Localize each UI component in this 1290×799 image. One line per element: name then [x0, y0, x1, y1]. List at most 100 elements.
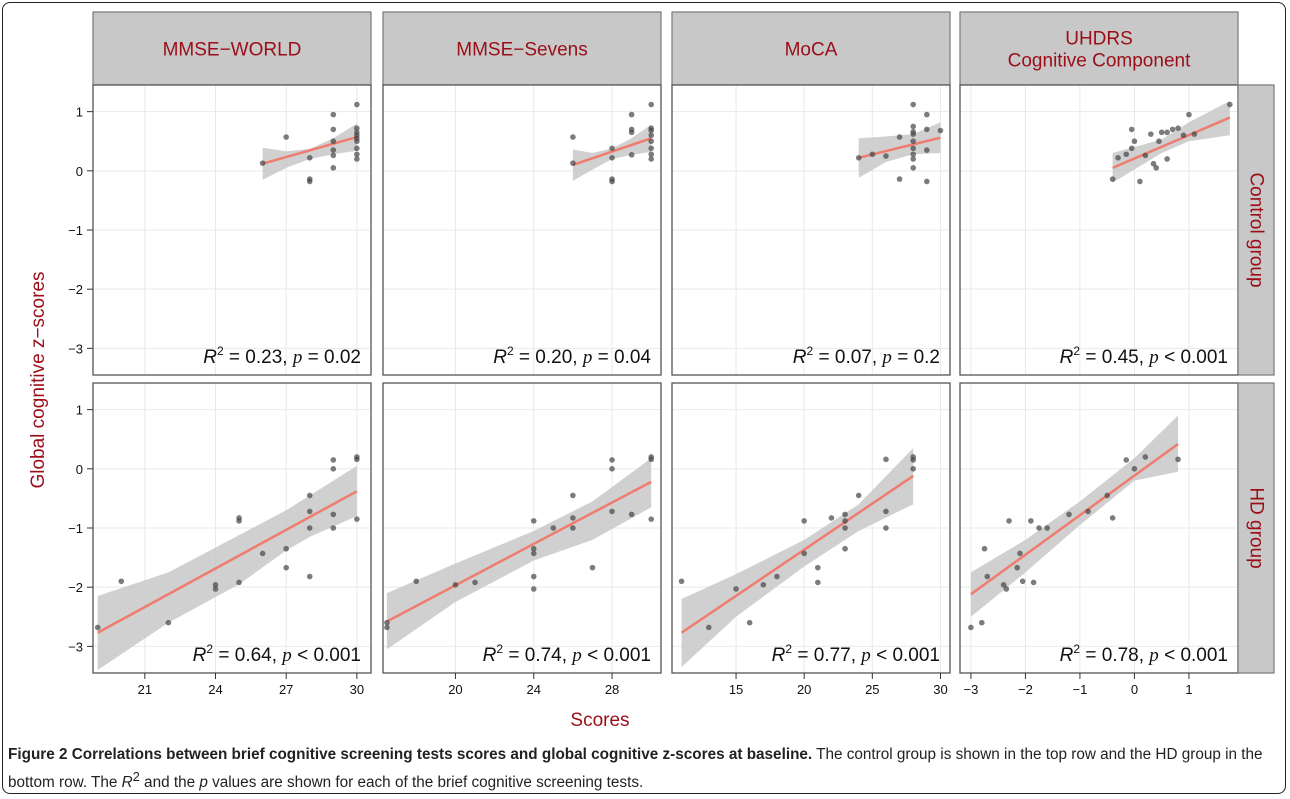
data-point — [910, 123, 917, 130]
data-point — [330, 525, 337, 531]
panel-border — [671, 382, 951, 674]
data-point — [910, 131, 917, 137]
data-point — [648, 132, 655, 139]
data-point — [1104, 492, 1110, 499]
data-point — [1191, 131, 1198, 137]
x-tick-label: 25 — [865, 682, 879, 697]
panel-border — [382, 84, 662, 376]
data-point — [259, 550, 266, 557]
data-point — [212, 582, 219, 588]
data-point — [1180, 132, 1187, 139]
r2-annotation: R2 = 0.74, p < 0.001 — [483, 642, 651, 666]
data-point — [1186, 111, 1192, 118]
data-point — [910, 145, 917, 152]
regression-line — [386, 480, 652, 623]
data-point — [801, 518, 807, 524]
confidence-band — [681, 448, 914, 668]
data-point — [705, 624, 712, 631]
regression-line — [97, 490, 358, 634]
column-strip-label: MMSE−WORLD — [163, 40, 302, 61]
data-point — [733, 586, 739, 592]
column-strip-label: MoCA — [785, 40, 838, 61]
data-point — [354, 125, 360, 132]
data-point — [1003, 586, 1010, 592]
data-point — [530, 550, 537, 557]
data-point — [883, 456, 889, 463]
data-point — [746, 619, 753, 626]
data-point — [924, 111, 930, 118]
data-point — [530, 573, 537, 580]
r2-annotation: R2 = 0.20, p = 0.04 — [493, 344, 651, 368]
data-point — [774, 573, 780, 580]
data-point — [609, 457, 615, 463]
regression-line — [1112, 116, 1231, 170]
data-point — [910, 156, 917, 162]
y-tick-label: −3 — [68, 341, 83, 356]
data-point — [330, 511, 337, 518]
data-point — [1142, 152, 1149, 159]
data-point — [910, 101, 917, 108]
x-tick-label: −1 — [1073, 682, 1088, 697]
column-strip — [671, 11, 951, 86]
data-point — [354, 101, 360, 108]
data-point — [283, 134, 289, 140]
data-point — [1028, 518, 1034, 524]
data-point — [1085, 508, 1091, 515]
data-point — [354, 156, 360, 162]
regression-line — [572, 137, 652, 167]
data-point — [910, 457, 917, 463]
row-strip — [1237, 84, 1275, 376]
x-tick-label: 15 — [729, 682, 743, 697]
data-point — [910, 151, 917, 158]
panel-border — [671, 84, 951, 376]
data-point — [842, 518, 848, 524]
panel-2-0: R2 = 0.07, p = 0.2 — [671, 84, 951, 376]
data-point — [1131, 138, 1138, 145]
data-point — [1123, 151, 1130, 158]
data-point — [165, 619, 172, 626]
data-point — [1123, 457, 1130, 463]
caption-r-superscript: 2 — [132, 769, 140, 784]
y-tick-label: −2 — [68, 580, 83, 595]
data-point — [570, 525, 576, 531]
y-tick-label: −3 — [68, 639, 83, 654]
data-point — [1000, 582, 1007, 588]
data-point — [628, 511, 635, 518]
figure-caption: Figure 2 Correlations between brief cogn… — [8, 744, 1283, 794]
data-point — [1142, 454, 1149, 460]
panel-1-1: R2 = 0.74, p < 0.001 — [382, 382, 662, 674]
x-tick-label: 0 — [1131, 682, 1138, 697]
data-point — [570, 492, 576, 499]
data-point — [306, 178, 313, 185]
x-axis-title: Scores — [570, 710, 629, 731]
caption-text-b: and the — [139, 774, 200, 792]
column-strip — [382, 11, 662, 86]
data-point — [94, 624, 101, 631]
data-point — [968, 624, 974, 631]
data-point — [259, 160, 266, 166]
data-point — [354, 456, 360, 463]
x-tick-label: 24 — [527, 682, 541, 697]
data-point — [384, 619, 390, 626]
x-tick-label: 28 — [605, 682, 619, 697]
caption-title: Figure 2 Correlations between brief cogn… — [8, 746, 813, 763]
data-point — [354, 138, 360, 145]
data-point — [306, 508, 313, 515]
data-point — [1131, 466, 1138, 472]
data-point — [855, 492, 862, 499]
data-point — [330, 457, 337, 463]
y-tick-label: 1 — [76, 403, 83, 418]
data-point — [413, 578, 420, 585]
column-strip — [959, 11, 1239, 86]
data-point — [1147, 131, 1154, 137]
data-point — [330, 165, 337, 171]
data-point — [855, 154, 862, 161]
data-point — [648, 127, 655, 134]
data-point — [609, 508, 615, 515]
data-point — [1175, 125, 1181, 132]
data-point — [628, 129, 635, 136]
y-tick-label: −1 — [68, 223, 83, 238]
x-tick-label: −3 — [963, 682, 978, 697]
data-point — [306, 492, 313, 499]
data-point — [648, 101, 655, 108]
